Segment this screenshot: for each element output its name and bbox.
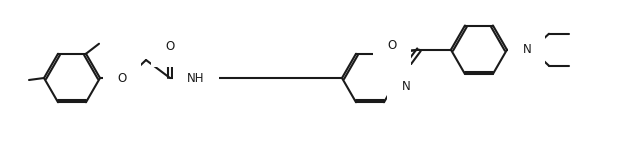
Text: N: N: [523, 43, 532, 56]
Text: NH: NH: [187, 71, 205, 85]
Text: O: O: [387, 39, 397, 52]
Text: O: O: [118, 71, 126, 85]
Text: O: O: [166, 40, 174, 53]
Text: N: N: [401, 79, 410, 92]
